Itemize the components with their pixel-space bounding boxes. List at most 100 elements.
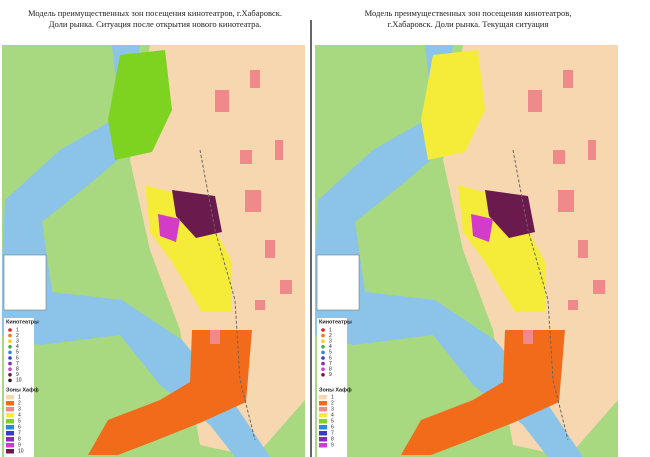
district	[578, 240, 588, 258]
zone-swatch	[6, 401, 14, 406]
legend-label: 2	[18, 400, 21, 406]
south-zone	[401, 330, 565, 455]
cinema-marker	[8, 378, 12, 383]
cinema-marker	[321, 350, 325, 355]
district	[250, 70, 260, 88]
legend-label: 4	[18, 412, 21, 418]
zone-swatch	[6, 425, 14, 430]
map-title: Модель преимущественных зон посещения ки…	[28, 8, 282, 18]
legend-label: 2	[331, 400, 334, 406]
cinema-marker	[8, 333, 12, 338]
zone-swatch	[6, 413, 14, 418]
legend-label: 6	[16, 355, 19, 361]
south-zone	[88, 330, 252, 455]
district	[568, 300, 578, 310]
cinema-marker	[8, 345, 12, 349]
cinema-marker	[321, 373, 325, 377]
district	[275, 140, 283, 160]
district	[593, 280, 605, 294]
district	[523, 330, 533, 344]
cinema-marker	[321, 367, 325, 372]
legend-label: 5	[18, 418, 21, 424]
cinema-marker	[321, 328, 325, 332]
cinema-marker	[8, 328, 12, 332]
legend-label: 2	[16, 333, 19, 339]
legend-heading: Зоны Хафф	[319, 386, 352, 393]
cinema-marker	[321, 356, 325, 360]
legend-label: 1	[329, 327, 332, 333]
legend-label: 8	[16, 367, 19, 373]
legend-label: 6	[329, 355, 332, 361]
legend-label: 6	[331, 424, 334, 430]
north-zone	[421, 50, 485, 160]
legend-label: 4	[329, 344, 332, 350]
legend-label: 9	[18, 442, 21, 448]
cinema-marker	[321, 339, 325, 344]
legend-label: 5	[329, 350, 332, 356]
district	[245, 190, 261, 212]
legend-label: 1	[18, 394, 21, 400]
legend-label: 3	[16, 339, 19, 345]
zone-swatch	[6, 395, 14, 400]
zone-swatch	[319, 437, 327, 442]
district	[558, 190, 574, 212]
legend-label: 10	[16, 378, 22, 384]
legend-label: 9	[329, 372, 332, 378]
legend-label: 2	[329, 333, 332, 339]
district	[563, 70, 573, 88]
district	[240, 150, 252, 164]
cinema-marker	[8, 373, 12, 377]
district	[265, 240, 275, 258]
cinema-marker	[321, 361, 325, 366]
zone-swatch	[319, 407, 327, 412]
cinema-marker	[8, 361, 12, 366]
legend-label: 5	[16, 350, 19, 356]
magenta-zone	[471, 214, 493, 242]
zone-swatch	[6, 431, 14, 436]
legend-heading: Кинотеатры	[6, 319, 39, 325]
legend-label: 10	[18, 448, 24, 454]
district	[255, 300, 265, 310]
cinema-marker	[321, 333, 325, 338]
cinema-marker	[8, 339, 12, 344]
legend-label: 9	[16, 372, 19, 378]
district	[528, 90, 542, 112]
district	[210, 330, 220, 344]
zone-swatch	[6, 437, 14, 442]
legend-label: 3	[18, 406, 21, 412]
map-title: Модель преимущественных зон посещения ки…	[365, 8, 572, 18]
legend-label: 3	[329, 339, 332, 345]
zone-swatch	[6, 407, 14, 412]
legend-heading: Зоны Хафф	[6, 386, 39, 393]
district	[215, 90, 229, 112]
magenta-zone	[158, 214, 180, 242]
zone-swatch	[319, 443, 327, 448]
legend-label: 7	[18, 430, 21, 436]
zone-swatch	[319, 431, 327, 436]
river	[2, 45, 270, 457]
legend-label: 1	[331, 394, 334, 400]
legend-label: 7	[16, 361, 19, 367]
map-title: г.Хабаровск. Доли рынка. Текущая ситуаци…	[388, 19, 549, 29]
district	[553, 150, 565, 164]
legend-label: 8	[329, 367, 332, 373]
zone-swatch	[319, 395, 327, 400]
cinema-marker	[8, 356, 12, 360]
legend-label: 5	[331, 418, 334, 424]
zone-swatch	[6, 419, 14, 424]
legend-heading: Кинотеатры	[319, 319, 352, 325]
district	[280, 280, 292, 294]
zone-swatch	[319, 419, 327, 424]
legend-label: 3	[331, 406, 334, 412]
legend-label: 1	[16, 327, 19, 333]
legend-label: 6	[18, 424, 21, 430]
legend-label: 4	[331, 412, 334, 418]
cinema-marker	[8, 350, 12, 355]
legend-label: 8	[331, 436, 334, 442]
legend-label: 9	[331, 442, 334, 448]
zone-swatch	[319, 425, 327, 430]
legend-label: 7	[331, 430, 334, 436]
zone-swatch	[6, 449, 14, 454]
cinema-marker	[8, 367, 12, 372]
